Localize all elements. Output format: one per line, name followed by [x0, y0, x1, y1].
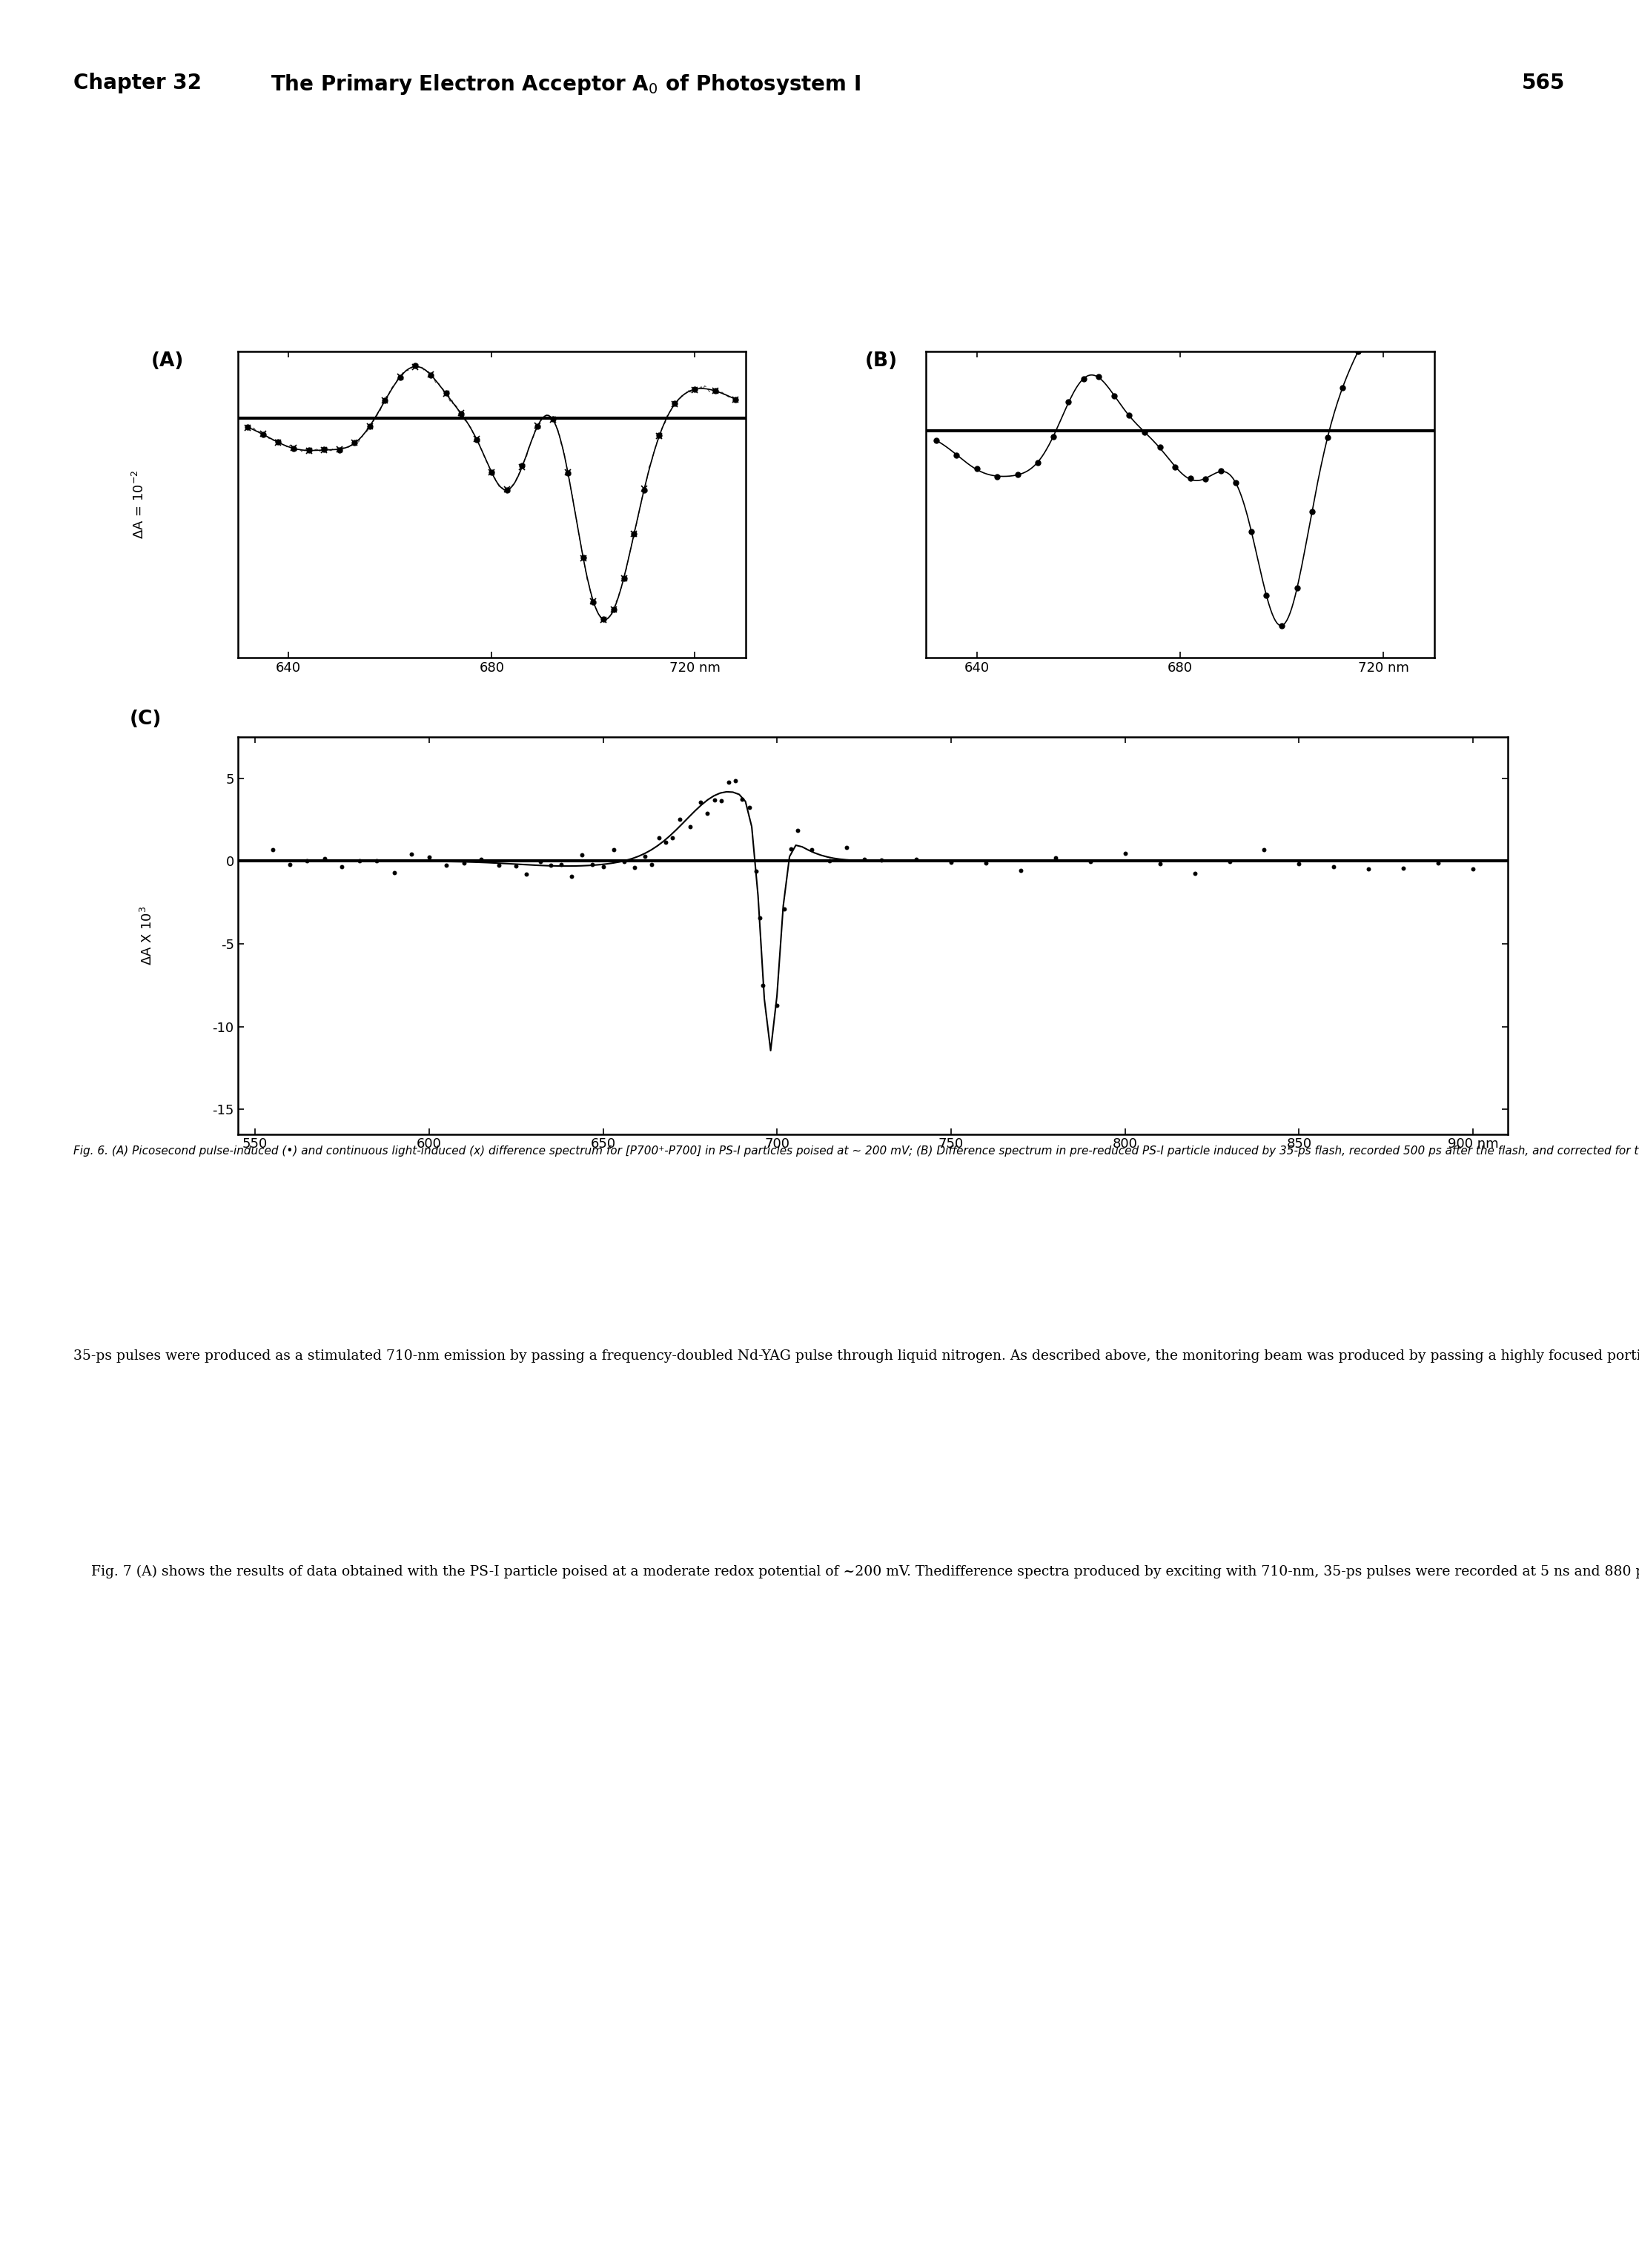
Point — [736, 789, 762, 826]
Point — [779, 830, 805, 866]
Text: 565: 565 — [1523, 73, 1565, 93]
Point — [770, 891, 797, 928]
Point — [1251, 832, 1277, 869]
Point — [611, 844, 638, 880]
Point — [1390, 851, 1416, 887]
Point — [559, 857, 585, 894]
Point — [538, 846, 564, 882]
Point — [513, 857, 539, 894]
Point — [1460, 851, 1487, 887]
Point — [701, 782, 728, 819]
Point — [715, 764, 741, 801]
Point — [621, 848, 647, 885]
Point — [364, 844, 390, 880]
Point — [590, 848, 616, 885]
Point — [834, 830, 860, 866]
Point — [1182, 855, 1208, 891]
Point — [600, 832, 626, 869]
Point — [416, 839, 443, 875]
Point — [329, 848, 356, 885]
Point — [1111, 835, 1137, 871]
Text: The Primary Electron Acceptor A$_0$ of Photosystem I: The Primary Electron Acceptor A$_0$ of P… — [270, 73, 860, 95]
Text: (B): (B) — [865, 352, 898, 370]
Point — [938, 844, 964, 880]
Point — [652, 823, 679, 860]
Point — [528, 844, 554, 880]
Point — [639, 846, 665, 882]
Point — [742, 853, 769, 889]
Point — [311, 839, 338, 875]
Text: Chapter 32: Chapter 32 — [74, 73, 202, 93]
Point — [469, 841, 495, 878]
Point — [547, 846, 574, 882]
Point — [485, 846, 511, 882]
Text: (A): (A) — [151, 352, 184, 370]
Point — [1287, 846, 1313, 882]
Point — [695, 796, 721, 832]
Point — [677, 810, 703, 846]
Point — [382, 855, 408, 891]
Point — [751, 966, 777, 1002]
Point — [631, 837, 657, 873]
Point — [903, 841, 929, 878]
Point — [580, 846, 606, 882]
Point — [816, 844, 842, 880]
Point — [1355, 851, 1382, 887]
Point — [729, 780, 756, 816]
Point — [851, 841, 877, 878]
Point — [798, 832, 824, 869]
Point — [869, 841, 895, 878]
Point — [1077, 844, 1103, 880]
Point — [277, 846, 303, 882]
Point — [398, 837, 425, 873]
Text: Fig. 6. (A) Picosecond pulse-induced (•) and continuous light-induced (x) differ: Fig. 6. (A) Picosecond pulse-induced (•)… — [74, 1145, 1639, 1157]
Point — [451, 844, 477, 880]
Point — [293, 844, 320, 880]
Point — [433, 848, 459, 885]
Point — [723, 762, 749, 798]
Point — [667, 801, 693, 837]
Text: $\Delta$A = 10$^{-2}$: $\Delta$A = 10$^{-2}$ — [131, 469, 148, 540]
Point — [1321, 848, 1347, 885]
Text: $\Delta$A X 10$^3$: $\Delta$A X 10$^3$ — [139, 905, 156, 966]
Point — [1008, 853, 1034, 889]
Point — [569, 837, 595, 873]
Point — [1147, 846, 1174, 882]
Point — [764, 987, 790, 1023]
Point — [1042, 839, 1069, 875]
Point — [687, 785, 713, 821]
Point — [1216, 844, 1242, 880]
Point — [646, 819, 672, 855]
Point — [746, 900, 772, 937]
Point — [1426, 846, 1452, 882]
Text: 35-ps pulses were produced as a stimulated 710-nm emission by passing a frequenc: 35-ps pulses were produced as a stimulat… — [74, 1349, 1639, 1363]
Point — [259, 832, 285, 869]
Point — [346, 844, 372, 880]
Point — [659, 821, 685, 857]
Point — [708, 782, 734, 819]
Text: (C): (C) — [129, 710, 162, 730]
Text: Fig. 7 (A) shows the results of data obtained with the PS-I particle poised at a: Fig. 7 (A) shows the results of data obt… — [74, 1565, 1639, 1579]
Point — [503, 848, 529, 885]
Point — [974, 846, 1000, 882]
Point — [785, 812, 811, 848]
